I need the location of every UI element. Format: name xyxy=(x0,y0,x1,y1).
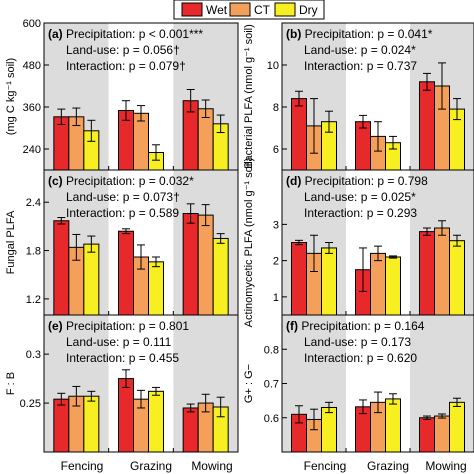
panel-annotation-line: Interaction: p = 0.293 xyxy=(304,206,417,220)
legend-swatch-ct xyxy=(229,2,251,17)
x-category-fencing-right: Fencing xyxy=(304,459,347,473)
panel-annotation-line: (b) Precipitation: p = 0.041* xyxy=(286,27,433,41)
y-tick-label: 240 xyxy=(23,144,41,156)
bar-ct-grazing xyxy=(133,112,149,171)
bar-ct-mowing xyxy=(434,415,450,453)
y-tick-label: 480 xyxy=(23,60,41,72)
bar-wet-mowing xyxy=(419,417,435,453)
bar-wet-mowing xyxy=(182,213,199,316)
y-tick-label: 2 xyxy=(273,256,279,268)
panel-e: 0.25 0.3 F : B (e) Precipitation: p = 0.801… xyxy=(5,314,239,453)
bar-wet-grazing xyxy=(118,230,134,316)
y-tick-label: 10 xyxy=(267,60,279,72)
y-axis-title: F : B xyxy=(5,372,17,395)
y-tick-label: 0.6 xyxy=(264,413,279,425)
legend-swatch-wet xyxy=(181,2,203,17)
y-tick-label: 1 xyxy=(273,292,279,304)
bar-wet-fencing xyxy=(53,398,70,453)
y-tick-label: 3 xyxy=(273,219,279,231)
bar-wet-grazing xyxy=(118,378,134,453)
bar-dry-fencing xyxy=(83,243,100,316)
y-tick-label: 600 xyxy=(23,18,41,30)
bar-dry-mowing xyxy=(449,240,465,316)
panel-annotation-line: Interaction: p = 0.079† xyxy=(66,59,186,73)
bar-wet-fencing xyxy=(291,242,307,316)
panel-annotation-line: Interaction: p = 0.589 xyxy=(66,206,179,220)
legend: Wet CT Dry xyxy=(173,0,325,20)
panel-annotation-line: (c) Precipitation: p = 0.032* xyxy=(48,174,194,188)
bar-wet-fencing xyxy=(53,220,70,316)
x-category-labels: Fencing Grazing Mowing Fencing Grazing M… xyxy=(61,459,467,473)
bar-wet-grazing xyxy=(355,121,371,171)
y-axis-title: Bacterial PLFA (nmol g⁻¹ soil) xyxy=(243,24,255,169)
y-tick-label: 360 xyxy=(23,102,41,114)
bar-dry-fencing xyxy=(321,247,337,316)
y-axis-title: Actinomycetic PLFA (nmol g⁻¹ soil) xyxy=(243,158,255,328)
panel-annotation-line: Land-use: p = 0.025* xyxy=(304,190,416,204)
panel-annotation-line: (d) Precipitation: p = 0.798 xyxy=(286,174,428,188)
bar-dry-grazing xyxy=(385,256,401,316)
x-category-fencing-left: Fencing xyxy=(61,459,104,473)
panel-annotation-line: Land-use: p = 0.111 xyxy=(66,335,172,349)
bar-wet-mowing xyxy=(182,407,199,453)
x-category-mowing-left: Mowing xyxy=(191,459,232,473)
legend-label-dry: Dry xyxy=(299,3,318,17)
bar-ct-grazing xyxy=(370,252,386,316)
panel-d: 1 2 3 Actinomycetic PLFA (nmol g⁻¹ soil) (d)… xyxy=(243,158,474,328)
y-tick-label: 2.4 xyxy=(26,197,41,209)
x-category-grazing-left: Grazing xyxy=(130,459,172,473)
y-axis-title: (mg C kg⁻¹ soil) xyxy=(5,58,17,135)
y-axis-title: Fungal PLFA xyxy=(5,210,17,274)
panel-annotation-line: Land-use: p = 0.024* xyxy=(304,43,416,57)
panel-a: 240 360 480 600 (mg C kg⁻¹ soil) (a) Precipit… xyxy=(5,18,239,171)
panel-annotation-line: Land-use: p = 0.056† xyxy=(66,43,180,57)
y-tick-label: 1.8 xyxy=(26,246,41,258)
legend-label-wet: Wet xyxy=(206,3,228,17)
y-tick-label: 1.2 xyxy=(26,294,41,306)
panel-c: 1.2 1.8 2.4 Fungal PLFA (c) Precipitation: p… xyxy=(5,169,239,316)
bar-wet-mowing xyxy=(419,81,435,171)
bar-dry-fencing xyxy=(83,395,100,453)
y-tick-label: 0.8 xyxy=(264,344,279,356)
bar-dry-mowing xyxy=(212,237,229,316)
panel-annotation-line: Land-use: p = 0.073† xyxy=(66,190,180,204)
bar-dry-grazing xyxy=(385,398,401,453)
bar-dry-fencing xyxy=(321,406,337,453)
y-tick-label: 8 xyxy=(273,102,279,114)
panel-annotation-line: Land-use: p = 0.173 xyxy=(304,335,411,349)
panel-annotation-line: (f) Precipitation: p = 0.164 xyxy=(286,319,425,333)
x-category-grazing-right: Grazing xyxy=(367,459,409,473)
panels: 240 360 480 600 (mg C kg⁻¹ soil) (a) Precipit… xyxy=(5,18,474,453)
bar-wet-mowing xyxy=(419,231,435,316)
panel-annotation-line: Interaction: p = 0.620 xyxy=(304,351,417,365)
y-tick-label: 0.3 xyxy=(26,349,41,361)
legend-label-ct: CT xyxy=(254,3,271,17)
y-tick-label: 0.25 xyxy=(20,398,41,410)
panel-annotation-line: Interaction: p = 0.455 xyxy=(66,351,179,365)
y-tick-label: 0.7 xyxy=(264,379,279,391)
panel-f: 0.6 0.7 0.8 G+ : G− (f) Precipitation: p = 0… xyxy=(243,314,474,453)
legend-swatch-dry xyxy=(274,2,296,17)
y-axis-title: G+ : G− xyxy=(243,364,255,403)
x-category-mowing-right: Mowing xyxy=(425,459,466,473)
panel-b: 6 8 10 Bacterial PLFA (nmol g⁻¹ soil) (b) Pr… xyxy=(243,22,474,171)
bar-ct-mowing xyxy=(197,214,214,316)
panel-annotation-line: Interaction: p = 0.737 xyxy=(304,59,417,73)
panel-frame xyxy=(43,314,239,453)
bar-ct-mowing xyxy=(434,227,450,316)
panel-annotation-line: (a) Precipitation: p < 0.001*** xyxy=(48,27,203,41)
bar-dry-mowing xyxy=(449,401,465,453)
y-tick-label: 6 xyxy=(273,144,279,156)
panel-annotation-line: (e) Precipitation: p = 0.801 xyxy=(48,319,189,333)
bar-dry-grazing xyxy=(148,261,164,316)
bar-wet-fencing xyxy=(291,98,307,171)
bar-dry-grazing xyxy=(148,390,164,453)
